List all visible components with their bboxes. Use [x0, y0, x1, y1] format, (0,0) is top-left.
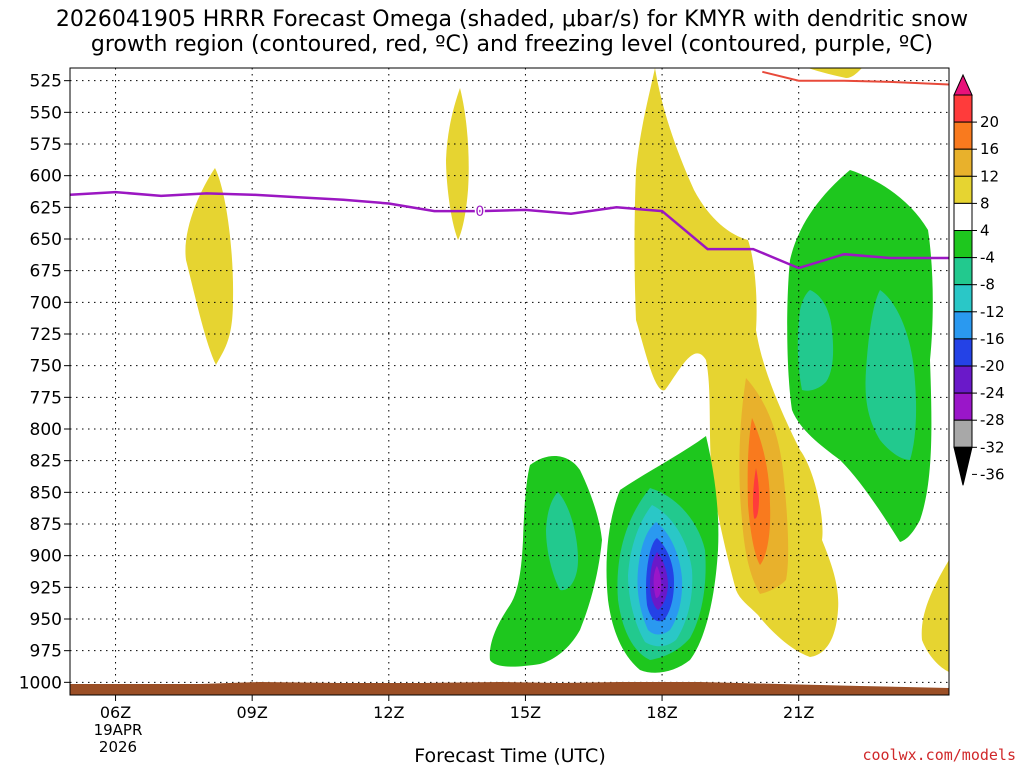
freezing-level-contour	[70, 190, 949, 270]
colorbar-swatch	[953, 148, 973, 177]
x-tick-label: 21Z	[783, 703, 814, 722]
y-tick-label: 625	[30, 198, 62, 218]
y-tick-label: 875	[30, 515, 62, 535]
plot-frame	[69, 67, 950, 696]
y-tick-label: 675	[30, 262, 62, 282]
omega-region-teal-22z	[865, 290, 917, 460]
x-tick-label: 12Z	[373, 703, 404, 722]
y-tick-label: 725	[30, 325, 62, 345]
colorbar-label: -12	[980, 303, 1005, 321]
omega-region-green-15z	[489, 455, 602, 667]
chart-title-line1: 2026041905 HRRR Forecast Omega (shaded, …	[55, 7, 969, 32]
x-tick-label: 06Z	[100, 703, 131, 722]
chart-title-line2: growth region (contoured, red, ºC) and f…	[90, 32, 934, 57]
omega-region-12to16	[747, 418, 771, 565]
freezing-level-label: 0	[475, 204, 484, 220]
y-tick-label: 975	[30, 642, 62, 662]
y-tick-label: 825	[30, 452, 62, 472]
y-tick-label: 650	[30, 230, 62, 250]
y-axis: 525 550 575 600 625 650 675 700 725 750 775 800 825 8…	[19, 72, 70, 693]
omega-region-magenta	[653, 566, 662, 598]
colorbar-swatch	[953, 284, 973, 313]
omega-region-yellow-06z	[185, 168, 234, 365]
x-tick-label: 15Z	[510, 703, 541, 722]
colorbar: 20 16 12 8 4 -4 -8 -12 -16 -20 -24 -28 -32 -36	[953, 73, 1005, 486]
colorbar-label: -20	[980, 357, 1005, 375]
omega-region-yellow-2330z	[921, 560, 949, 672]
x-tick-label: 09Z	[237, 703, 268, 722]
colorbar-label: -8	[980, 276, 995, 294]
y-tick-label: 850	[30, 483, 62, 503]
dendritic-growth-zone-contour	[762, 70, 949, 86]
colorbar-label: 12	[980, 167, 999, 185]
date-label-day: 19APR	[93, 721, 143, 739]
y-tick-label: 900	[30, 547, 62, 567]
colorbar-top-arrow	[953, 73, 973, 96]
terrain-fill	[70, 682, 949, 695]
colorbar-swatch	[953, 365, 973, 394]
colorbar-swatch	[953, 419, 973, 448]
y-tick-label: 1000	[19, 673, 62, 693]
x-tick-label: 18Z	[646, 703, 677, 722]
colorbar-label: -32	[980, 438, 1005, 456]
y-tick-label: 950	[30, 610, 62, 630]
omega-region-teal-20z	[797, 290, 834, 391]
omega-region-teal-15z	[546, 492, 578, 591]
colorbar-label: -36	[980, 465, 1005, 483]
colorbar-swatch	[953, 311, 973, 340]
plot-area: 0	[70, 68, 949, 695]
y-tick-label: 550	[30, 103, 62, 123]
colorbar-swatch	[953, 257, 973, 286]
colorbar-bottom-arrow	[953, 446, 973, 486]
x-axis-title: Forecast Time (UTC)	[414, 745, 606, 767]
y-tick-label: 700	[30, 293, 62, 313]
omega-shading	[185, 68, 949, 673]
colorbar-swatch	[953, 392, 973, 421]
colorbar-label: 20	[980, 113, 999, 131]
colorbar-label: -4	[980, 249, 995, 267]
omega-region-yellow-main	[634, 68, 839, 657]
y-tick-label: 750	[30, 357, 62, 377]
colorbar-swatch	[953, 121, 973, 150]
colorbar-swatch	[953, 94, 973, 123]
omega-region-16to20	[752, 468, 760, 519]
colorbar-label: 8	[980, 194, 990, 212]
omega-region-yellow-13z	[446, 88, 469, 240]
y-tick-label: 525	[30, 72, 62, 92]
colorbar-label: 4	[980, 222, 990, 240]
y-tick-label: 575	[30, 135, 62, 155]
colorbar-swatch	[953, 175, 973, 204]
y-tick-label: 600	[30, 167, 62, 187]
date-label-year: 2026	[98, 738, 138, 756]
colorbar-swatch	[953, 202, 973, 231]
colorbar-label: 16	[980, 140, 999, 158]
y-tick-label: 800	[30, 420, 62, 440]
y-tick-label: 775	[30, 388, 62, 408]
colorbar-label: -24	[980, 384, 1005, 402]
colorbar-swatch	[953, 338, 973, 367]
colorbar-label: -28	[980, 411, 1005, 429]
y-tick-label: 925	[30, 578, 62, 598]
colorbar-swatch	[953, 230, 973, 259]
colorbar-label: -16	[980, 330, 1005, 348]
credit-link[interactable]: coolwx.com/models	[862, 746, 1016, 764]
omega-region-yellow-top	[808, 68, 862, 78]
x-axis: 06Z 09Z 12Z 15Z 18Z 21Z	[100, 695, 814, 722]
date-label: 19APR 2026	[88, 722, 148, 756]
